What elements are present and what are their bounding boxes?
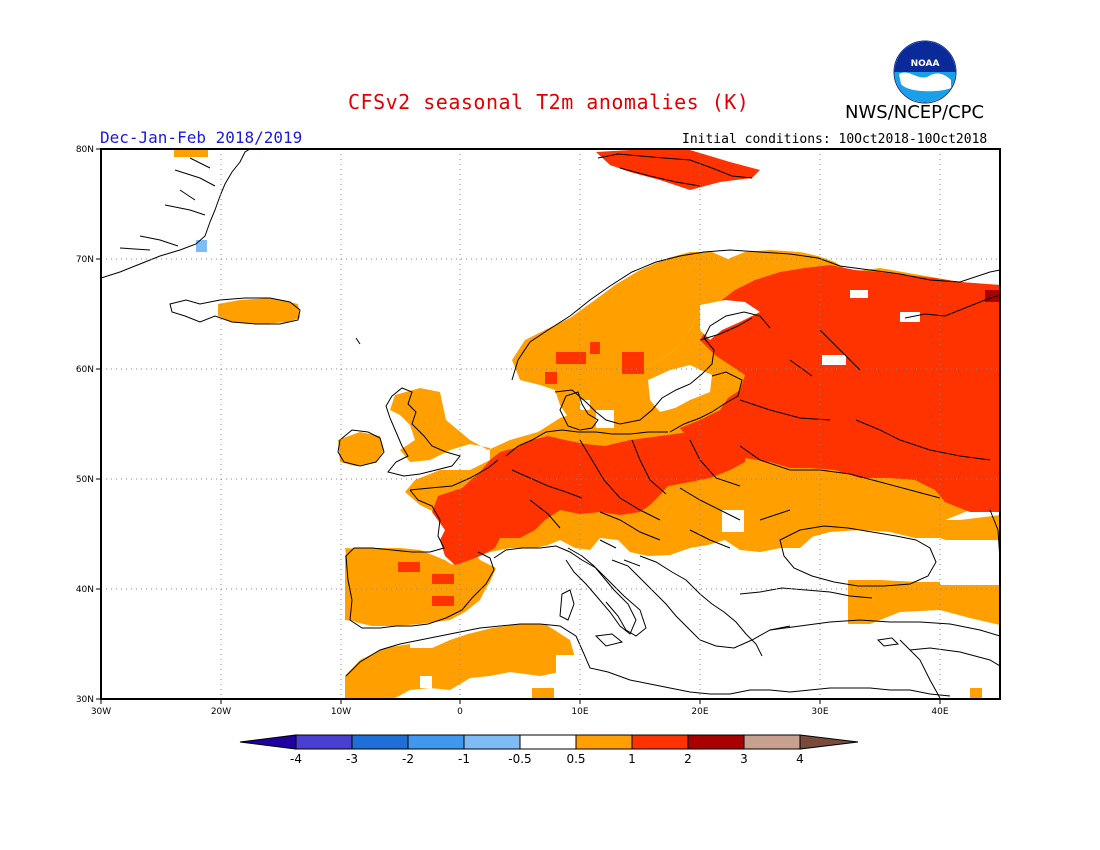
colorbar-label: -1	[458, 752, 470, 766]
colorbar-label: 4	[796, 752, 804, 766]
colorbar-label: -3	[346, 752, 358, 766]
lat-axis	[96, 148, 101, 700]
colorbar	[239, 734, 859, 750]
colorbar-label: 3	[740, 752, 748, 766]
lon-tick-label: 20W	[211, 707, 231, 717]
map-frame	[100, 148, 1001, 700]
anomaly-region-red	[398, 150, 1000, 606]
colorbar-swatch	[463, 734, 521, 750]
colorbar-swatch	[631, 734, 689, 750]
lon-axis	[100, 699, 941, 704]
lon-tick-label: 30E	[811, 707, 828, 717]
lon-tick-label: 10W	[331, 707, 351, 717]
colorbar-label: -4	[290, 752, 302, 766]
lat-tick-label: 60N	[76, 365, 94, 375]
season-label: Dec-Jan-Feb 2018/2019	[100, 128, 303, 147]
lon-tick-label: 40E	[931, 707, 948, 717]
colorbar-swatch	[575, 734, 633, 750]
colorbar-swatch	[519, 734, 577, 750]
colorbar-arrow-high	[799, 734, 859, 750]
lon-tick-label: 10E	[571, 707, 588, 717]
colorbar-label: -0.5	[508, 752, 531, 766]
noaa-logo: NOAA	[893, 40, 957, 104]
colorbar-label: 1	[628, 752, 636, 766]
agency-label: NWS/NCEP/CPC	[845, 102, 985, 123]
lon-tick-label: 0	[457, 707, 463, 717]
colorbar-arrow-low	[239, 734, 297, 750]
coastlines	[101, 149, 1000, 699]
colorbar-swatch	[351, 734, 409, 750]
lat-tick-label: 40N	[76, 585, 94, 595]
colorbar-swatch	[687, 734, 745, 750]
colorbar-swatch	[743, 734, 801, 750]
graticule	[101, 149, 1000, 699]
lat-tick-label: 80N	[76, 145, 94, 155]
lat-tick-label: 50N	[76, 475, 94, 485]
lat-tick-label: 30N	[76, 695, 94, 705]
colorbar-swatch	[295, 734, 353, 750]
chart-title: CFSv2 seasonal T2m anomalies (K)	[348, 90, 750, 114]
colorbar-swatch	[407, 734, 465, 750]
colorbar-label: 2	[684, 752, 692, 766]
anomaly-region-lightblue	[196, 240, 207, 252]
initial-conditions-label: Initial conditions: 10Oct2018-10Oct2018	[682, 132, 988, 147]
logo-text: NOAA	[911, 59, 940, 69]
colorbar-label: -2	[402, 752, 414, 766]
lon-tick-label: 30W	[91, 707, 111, 717]
colorbar-label: 0.5	[566, 752, 585, 766]
lat-tick-label: 70N	[76, 255, 94, 265]
lon-tick-label: 20E	[691, 707, 708, 717]
